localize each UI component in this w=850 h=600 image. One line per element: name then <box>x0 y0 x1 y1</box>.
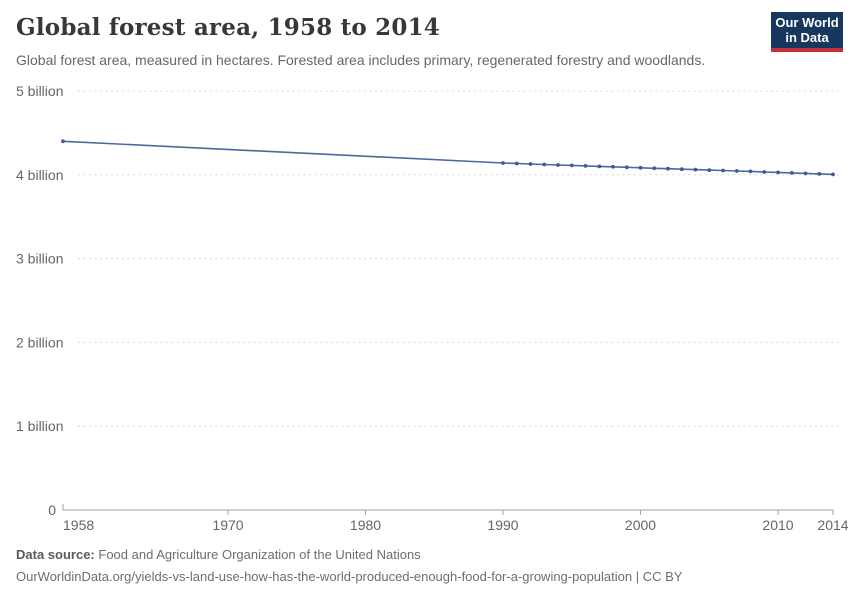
y-axis-tick-label: 0 <box>48 502 56 518</box>
data-point[interactable] <box>652 166 657 171</box>
data-point[interactable] <box>817 172 822 176</box>
data-point[interactable] <box>748 169 753 174</box>
data-point[interactable] <box>542 162 547 167</box>
x-axis-tick-label: 2010 <box>762 517 793 533</box>
data-point[interactable] <box>666 166 670 171</box>
forest-area-line <box>62 140 834 176</box>
y-axis-tick-label: 5 billion <box>16 83 63 99</box>
y-axis-tick-label: 3 billion <box>16 251 63 267</box>
data-point[interactable] <box>693 167 698 172</box>
data-point[interactable] <box>556 163 560 167</box>
data-point[interactable] <box>583 164 588 168</box>
data-point[interactable] <box>776 170 780 175</box>
x-axis-tick-label: 1980 <box>350 517 381 533</box>
owid-logo-line2: in Data <box>785 30 829 45</box>
data-point[interactable] <box>707 168 712 173</box>
data-point[interactable] <box>679 167 684 172</box>
data-point[interactable] <box>831 172 835 177</box>
data-point[interactable] <box>569 163 574 168</box>
data-point[interactable] <box>501 161 505 165</box>
data-point[interactable] <box>638 165 643 170</box>
x-axis-tick-label: 1970 <box>212 517 243 533</box>
owid-logo-line1: Our World <box>775 15 839 30</box>
chart-subtitle: Global forest area, measured in hectares… <box>16 52 706 68</box>
y-axis-tick-label: 2 billion <box>16 334 63 350</box>
owid-logo-box: Our World in Data <box>771 12 843 48</box>
y-axis-tick-label: 4 billion <box>16 167 63 183</box>
data-point[interactable] <box>597 164 602 169</box>
chart-title: Global forest area, 1958 to 2014 <box>16 14 440 41</box>
x-axis-tick-label: 1990 <box>487 517 518 533</box>
x-axis-tick-label: 1958 <box>63 517 94 533</box>
data-point[interactable] <box>528 162 533 166</box>
data-point[interactable] <box>61 139 65 144</box>
data-point[interactable] <box>514 161 519 166</box>
data-source-value: Food and Agriculture Organization of the… <box>98 547 421 562</box>
x-axis-tick-label: 2000 <box>625 517 656 533</box>
x-axis-line <box>62 504 833 511</box>
data-point[interactable] <box>762 170 767 174</box>
owid-logo: Our World in Data <box>771 12 843 52</box>
data-point[interactable] <box>611 164 615 169</box>
x-axis-tick-label: 2014 <box>817 517 848 533</box>
data-point[interactable] <box>721 168 725 173</box>
chart-footer: Data source: Food and Agriculture Organi… <box>16 546 816 590</box>
data-point[interactable] <box>624 165 629 170</box>
data-point[interactable] <box>734 169 739 173</box>
data-point[interactable] <box>789 171 794 175</box>
data-source-line: Data source: Food and Agriculture Organi… <box>16 546 816 563</box>
owid-logo-red-bar <box>771 48 843 52</box>
data-source-label: Data source: <box>16 547 95 562</box>
footer-url: OurWorldinData.org/yields-vs-land-use-ho… <box>16 569 683 584</box>
y-axis-tick-label: 1 billion <box>16 418 63 434</box>
data-point[interactable] <box>803 171 808 176</box>
